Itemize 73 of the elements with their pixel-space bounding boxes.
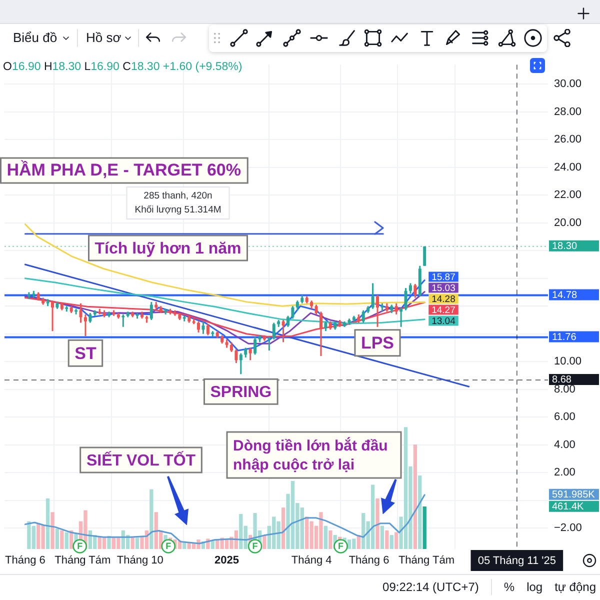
text: HẦM PHA D,E - TARGET 60% [6,160,241,180]
annotation: Khối lượng 51.314M [134,204,222,216]
data-label: 13.04 [432,316,456,327]
text: Hồ sơ [86,30,122,46]
ref-line-label: 18.30 [552,241,578,252]
bar [60,530,64,549]
text: O16.90 H18.30 L16.90 C18.30 +1.60 (+9.58%) [3,61,242,73]
y-tick-label: 8.00 [554,383,576,396]
bar [390,534,394,549]
bar [50,512,54,549]
bar [413,444,418,549]
y2-tick-label: 591.985K [552,490,596,501]
bar [422,506,426,549]
annotation: F [252,541,258,552]
bar [385,530,389,549]
data-label: 15.87 [432,272,456,283]
bar [102,538,106,549]
bar [324,526,328,549]
bar [55,528,60,549]
annotation: Dòng tiền lớn bắt đầu nhập cuộc trở lại [233,436,388,474]
annotation: SIẾT VOL TỐT [86,450,196,470]
y-tick-label: 28.00 [554,106,582,118]
y-tick-label: 4.00 [554,438,576,451]
y-tick-label: 6.00 [554,411,576,424]
x-tick-label: Tháng Tám [398,554,455,567]
y-tick-label: 26.00 [554,134,582,146]
bar [394,532,398,549]
bar [46,498,50,549]
y-tick-label: 10.00 [554,356,582,368]
bar [262,534,266,549]
text: % [504,580,515,594]
candlestick [423,246,426,266]
data-label: 14.28 [432,294,456,305]
y-tick-label: 2.00 [554,466,576,479]
annotation: F [166,541,172,552]
text: log [526,580,543,594]
bar [281,508,286,549]
y2-tick-label: 461.4K [552,502,584,513]
bar [150,489,154,549]
x-tick-label: Tháng 10 [116,554,164,567]
text: Biểu đồ [13,30,58,46]
data-label: 14.27 [432,304,456,316]
annotation: ST [74,344,97,363]
ref-line-label: 8.68 [552,374,572,386]
annotation: F [77,541,84,552]
x-tick-label: Tháng 6 [4,554,46,567]
text: tự động [554,580,596,594]
y-tick-label: 24.00 [554,161,582,174]
text: 09:22:14 (UTC+7) [382,580,479,594]
annotation: SPRING [210,384,272,402]
annotation: F [338,541,344,552]
ref-line-label: 05 Tháng 11 '25 [478,555,556,568]
ref-line-label: 11.76 [552,332,577,343]
x-tick-label: 2025 [214,554,240,567]
bar [380,526,384,549]
bar [130,536,134,549]
y-tick-label: 22.00 [554,189,582,202]
y-tick-label: −2.00 [554,522,582,534]
bar [328,530,332,549]
x-tick-label: Tháng Tám [54,554,111,567]
bar [64,532,68,549]
bar [135,538,140,549]
x-tick-label: Tháng 4 [291,554,332,567]
y-tick-label: 30.00 [554,78,582,90]
y-tick-label: 20.00 [554,216,582,229]
annotation: LPS [360,334,394,353]
bar [418,476,422,549]
x-tick-label: Tháng 6 [348,554,390,567]
ref-line-label: 14.78 [552,290,578,302]
data-label: 15.03 [432,282,456,294]
annotation: Tích luỹ hơn 1 năm [94,240,242,258]
bar [376,498,380,549]
annotation: 285 thanh, 420n [144,190,212,202]
